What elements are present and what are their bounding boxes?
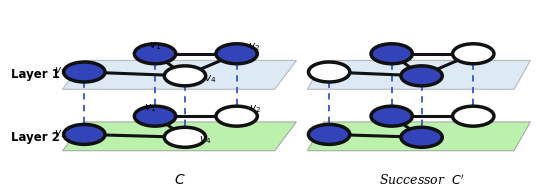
- Text: $v_1$: $v_1$: [144, 103, 156, 114]
- Ellipse shape: [64, 124, 105, 144]
- Ellipse shape: [371, 106, 412, 126]
- Text: Successor  $C'$: Successor $C'$: [379, 173, 465, 188]
- Ellipse shape: [134, 106, 176, 126]
- Ellipse shape: [64, 62, 105, 82]
- Text: Layer 1: Layer 1: [11, 68, 60, 81]
- Polygon shape: [63, 122, 296, 151]
- Ellipse shape: [216, 44, 257, 64]
- Text: Layer 2: Layer 2: [11, 131, 60, 144]
- Ellipse shape: [401, 127, 442, 147]
- Text: $v_3$: $v_3$: [54, 65, 66, 77]
- Polygon shape: [63, 60, 296, 89]
- Polygon shape: [307, 60, 530, 89]
- Ellipse shape: [308, 124, 350, 144]
- Ellipse shape: [164, 127, 206, 147]
- Ellipse shape: [371, 44, 412, 64]
- Ellipse shape: [308, 62, 350, 82]
- Text: $C$: $C$: [174, 174, 186, 187]
- Ellipse shape: [401, 66, 442, 86]
- Ellipse shape: [134, 44, 176, 64]
- Polygon shape: [307, 122, 530, 151]
- Ellipse shape: [164, 66, 206, 86]
- Ellipse shape: [453, 44, 494, 64]
- Ellipse shape: [216, 106, 257, 126]
- Ellipse shape: [453, 106, 494, 126]
- Text: $v_3$: $v_3$: [54, 128, 66, 140]
- Text: $v_4$: $v_4$: [204, 73, 217, 85]
- Text: $v_4$: $v_4$: [199, 134, 211, 146]
- Text: $v_1$: $v_1$: [149, 40, 161, 52]
- Text: $v_2$: $v_2$: [249, 103, 261, 115]
- Text: $v_2$: $v_2$: [248, 41, 259, 53]
